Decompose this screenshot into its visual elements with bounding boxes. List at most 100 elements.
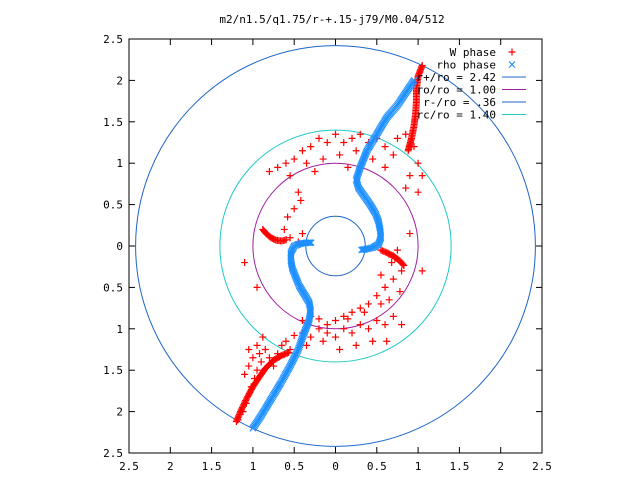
w-phase-point [393,246,401,254]
w-phase-point [402,184,410,192]
y-tick-label: 1.5 [103,116,123,129]
legend-label: rc/ro = 1.40 [417,109,496,122]
w-phase-point [352,341,360,349]
w-phase-point [307,143,315,151]
w-phase-point [381,283,389,291]
w-phase-point [298,147,306,155]
y-tick-label: 2.5 [103,447,123,460]
w-phase-point [257,358,265,366]
w-phase-point [340,139,348,146]
w-phase-point [265,354,273,362]
w-phase-point [323,329,331,337]
w-phase-point [297,196,305,204]
axis-ticks: 2.5 2 1.5 1 0.5 0 0.5 1 1.5 2 2.52.521.510.500.511… [103,33,552,473]
y-tick-label: 0.5 [103,199,123,212]
w-phase-point [373,317,381,325]
w-phase-point [245,346,253,353]
w-phase-point [253,366,261,374]
chart-title: m2/n1.5/q1.75/r-+.15-j79/M0.04/512 [219,13,444,26]
w-phase-point [311,167,319,175]
circle-r-0-36 [305,215,366,277]
w-phase-point [383,337,391,345]
x-tick-label: 1 [250,460,257,473]
w-phase-point [405,145,413,153]
legend-label: ro/ro = 1.00 [417,84,496,97]
y-tick-label: 1.5 [103,364,123,377]
w-phase-point [336,346,344,353]
w-phase-point [388,259,396,267]
w-phase-point [290,205,298,213]
w-phase-point [348,308,356,316]
w-phase-point [278,341,286,349]
x-tick-label: 2.5 [532,460,552,473]
w-phase-point [332,333,339,341]
y-tick-label: 2 [116,74,123,87]
y-tick-label: 1 [116,323,123,336]
w-phase-point [414,188,422,196]
w-phase-point [418,267,426,275]
x-tick-label: 1.5 [449,460,469,473]
w-phase-point [280,225,288,233]
w-phase-point [402,130,410,138]
w-phase-point [369,337,377,345]
w-phase-point [253,283,261,291]
rho-phase-point [360,246,368,253]
w-phase-point [377,300,385,308]
x-tick-label: 2.5 [119,460,139,473]
y-tick-label: 0 [116,240,123,253]
x-tick-label: 2 [497,460,504,473]
w-phase-point [381,163,389,171]
w-phase-point [249,354,257,362]
w-phase-point [356,130,364,138]
w-phase-point [315,325,323,333]
w-phase-point [323,321,331,329]
w-phase-point [286,346,294,353]
w-phase-point [356,304,364,312]
w-phase-point [340,312,348,320]
x-tick-label: 0.5 [284,460,304,473]
circle-r-1 [252,162,419,330]
w-phase-point [389,151,397,159]
w-phase-point [356,321,364,329]
w-phase-point [332,130,339,138]
rho-phase-point [359,246,367,254]
circle-r-2-42 [135,45,536,447]
w-phase-point [373,292,381,300]
w-phase-point [389,312,397,320]
rho-phase-point [358,246,365,254]
w-phase-point [261,346,269,353]
w-phase-point [319,337,327,345]
w-phase-point [286,234,294,242]
legend-plus-marker [508,48,516,56]
w-phase-point [385,296,393,304]
rho-phase-point [305,239,313,247]
y-tick-label: 0.5 [103,281,123,294]
w-phase-point [307,333,315,341]
reference-circles [135,45,536,447]
y-tick-label: 2 [116,406,123,419]
circle-r-1-4 [219,129,452,363]
w-phase-point [256,350,264,358]
w-phase-point [396,288,404,296]
x-tick-label: 0.5 [367,460,387,473]
w-phase-point [418,172,426,180]
w-phase-point [381,143,389,151]
w-phase-point [286,172,294,180]
w-phase-point [303,341,311,349]
w-phase-point [398,267,406,275]
w-phase-point [393,134,401,142]
w-phase-point [406,172,414,180]
w-phase-point [245,362,253,370]
w-phase-point [274,163,282,171]
w-phase-point [284,213,292,221]
y-tick-label: 1 [116,157,123,170]
w-phase-point [399,260,407,268]
w-phase-point [259,333,267,341]
w-phase-point [294,188,302,196]
w-phase-point [352,147,360,155]
w-phase-point [365,300,373,308]
w-phase-point [290,155,298,163]
x-tick-label: 1.5 [202,460,222,473]
w-phase-point [365,325,373,333]
